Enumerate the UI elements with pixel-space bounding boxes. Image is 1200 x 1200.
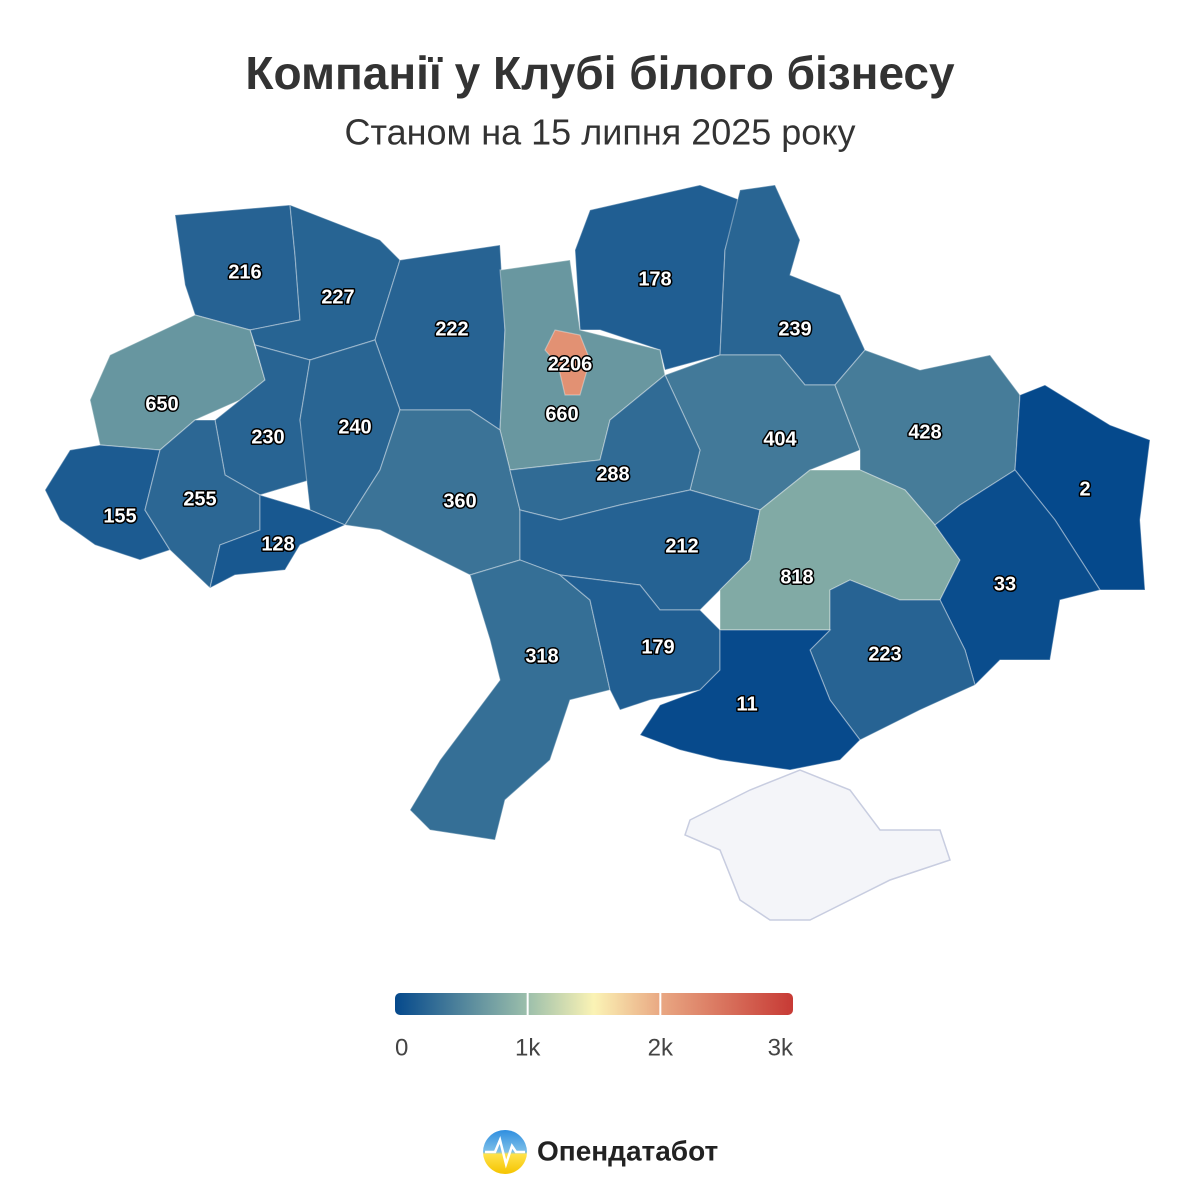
value-label: 11 bbox=[736, 693, 757, 715]
legend-tick-label: 0 bbox=[395, 1034, 408, 1061]
region bbox=[574, 184, 741, 371]
region bbox=[544, 329, 591, 396]
logo-text: Опендатабот bbox=[537, 1135, 718, 1166]
value-labels: 216 227 222 178 239 2206 660 650 230 240 404 428 2 15… bbox=[102, 260, 1092, 717]
value-label: 212 bbox=[665, 535, 698, 557]
region bbox=[209, 494, 347, 590]
value-label: 239 bbox=[778, 318, 811, 340]
value-label: 404 bbox=[763, 428, 797, 450]
value-label: 318 bbox=[525, 645, 558, 667]
value-label: 240 bbox=[338, 416, 371, 438]
legend-bar bbox=[395, 993, 793, 1015]
value-label: 223 bbox=[868, 643, 901, 665]
legend-tick-label: 1k bbox=[515, 1034, 541, 1061]
crimea bbox=[684, 769, 951, 921]
region bbox=[409, 559, 611, 841]
value-label: 179 bbox=[641, 636, 674, 658]
value-label: 255 bbox=[183, 488, 216, 510]
value-label: 660 bbox=[545, 403, 578, 425]
legend-tick-label: 2k bbox=[648, 1034, 674, 1061]
value-label: 818 bbox=[780, 566, 813, 588]
value-label: 33 bbox=[994, 573, 1016, 595]
value-label: 2 bbox=[1079, 478, 1090, 500]
value-label: 360 bbox=[443, 490, 476, 512]
value-label: 216 bbox=[228, 261, 261, 283]
logo-icon bbox=[483, 1130, 527, 1174]
title: Компанії у Клубі білого бізнесу bbox=[245, 47, 955, 99]
value-label: 128 bbox=[261, 533, 294, 555]
logo-pulse bbox=[485, 1136, 525, 1169]
regions bbox=[44, 184, 1151, 921]
value-label: 2206 bbox=[548, 353, 593, 375]
logo: Опендатабот bbox=[483, 1130, 718, 1174]
value-label: 222 bbox=[435, 318, 468, 340]
value-label: 428 bbox=[908, 421, 941, 443]
value-label: 288 bbox=[596, 463, 629, 485]
subtitle: Станом на 15 липня 2025 року bbox=[345, 112, 856, 153]
region bbox=[639, 629, 861, 771]
value-label: 227 bbox=[321, 286, 354, 308]
value-label: 230 bbox=[251, 426, 284, 448]
value-label: 155 bbox=[103, 505, 136, 527]
legend-tick-label: 3k bbox=[768, 1034, 794, 1061]
color-legend: 0 1k 2k 3k bbox=[395, 993, 794, 1061]
value-label: 650 bbox=[145, 393, 178, 415]
value-label: 178 bbox=[638, 268, 671, 290]
